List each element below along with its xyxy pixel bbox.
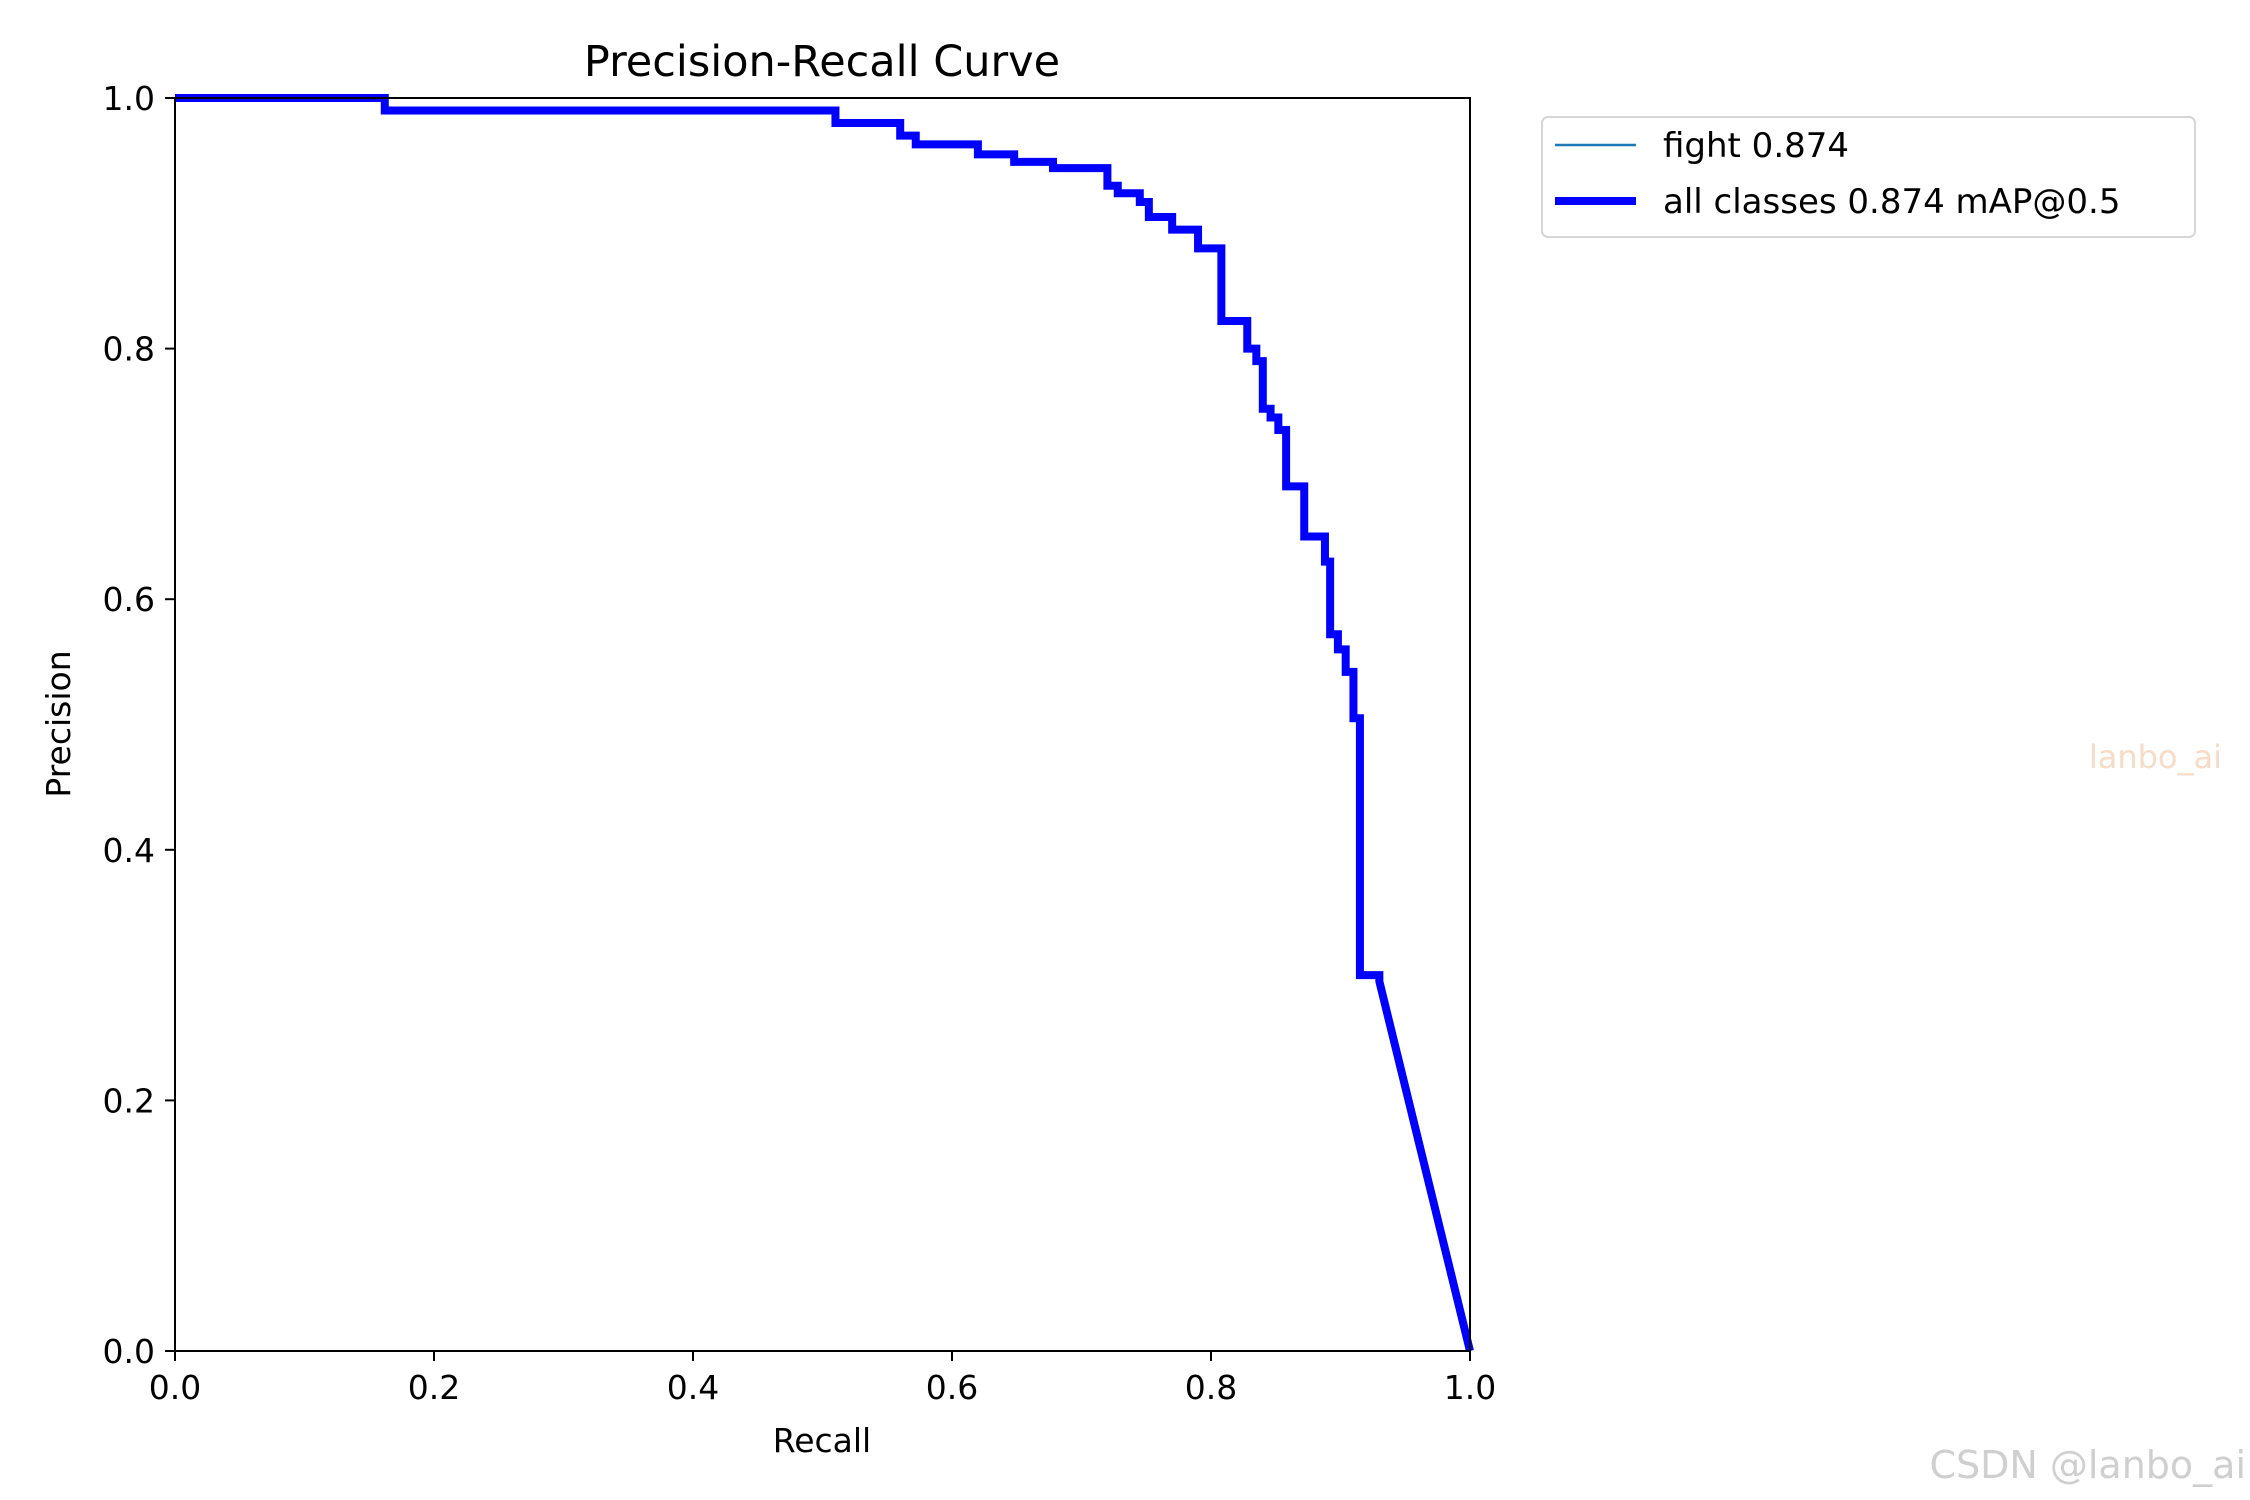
watermark-faint: lanbo_ai [2089,738,2222,776]
plot-frame [174,97,1471,1352]
watermark-csdn: CSDN @lanbo_ai [1929,1443,2246,1487]
y-tick-label: 0.6 [103,580,155,619]
x-tick-label: 0.2 [408,1368,460,1407]
legend-label-fight: fight 0.874 [1663,126,1849,166]
legend-label-all-classes: all classes 0.874 mAP@0.5 [1663,182,2120,222]
y-axis-label: Precision [39,650,78,797]
x-axis-label: Recall [773,1421,871,1460]
y-tick-label: 0.2 [103,1081,155,1120]
legend-box [1541,116,2196,238]
y-tick-label: 1.0 [103,79,155,118]
y-tick-label: 0.8 [103,330,155,369]
x-tick-label: 0.8 [1185,1368,1237,1407]
x-tick-label: 1.0 [1444,1368,1496,1407]
legend: fight 0.874 all classes 0.874 mAP@0.5 [1541,116,2196,238]
y-axis-ticks: 0.0 0.2 0.4 0.6 0.8 1.0 [103,79,175,1371]
x-tick-label: 0.0 [149,1368,201,1407]
y-tick-label: 0.0 [103,1332,155,1371]
plot-area [174,94,1474,1352]
series-layer [175,94,1474,1352]
x-tick-label: 0.4 [667,1368,719,1407]
chart-title: Precision-Recall Curve [584,37,1060,87]
y-tick-label: 0.4 [103,831,155,870]
x-axis-ticks: 0.0 0.2 0.4 0.6 0.8 1.0 [149,1351,1496,1407]
x-tick-label: 0.6 [926,1368,978,1407]
plot-background [175,98,1470,1351]
series-line-all-classes [175,94,1474,1352]
